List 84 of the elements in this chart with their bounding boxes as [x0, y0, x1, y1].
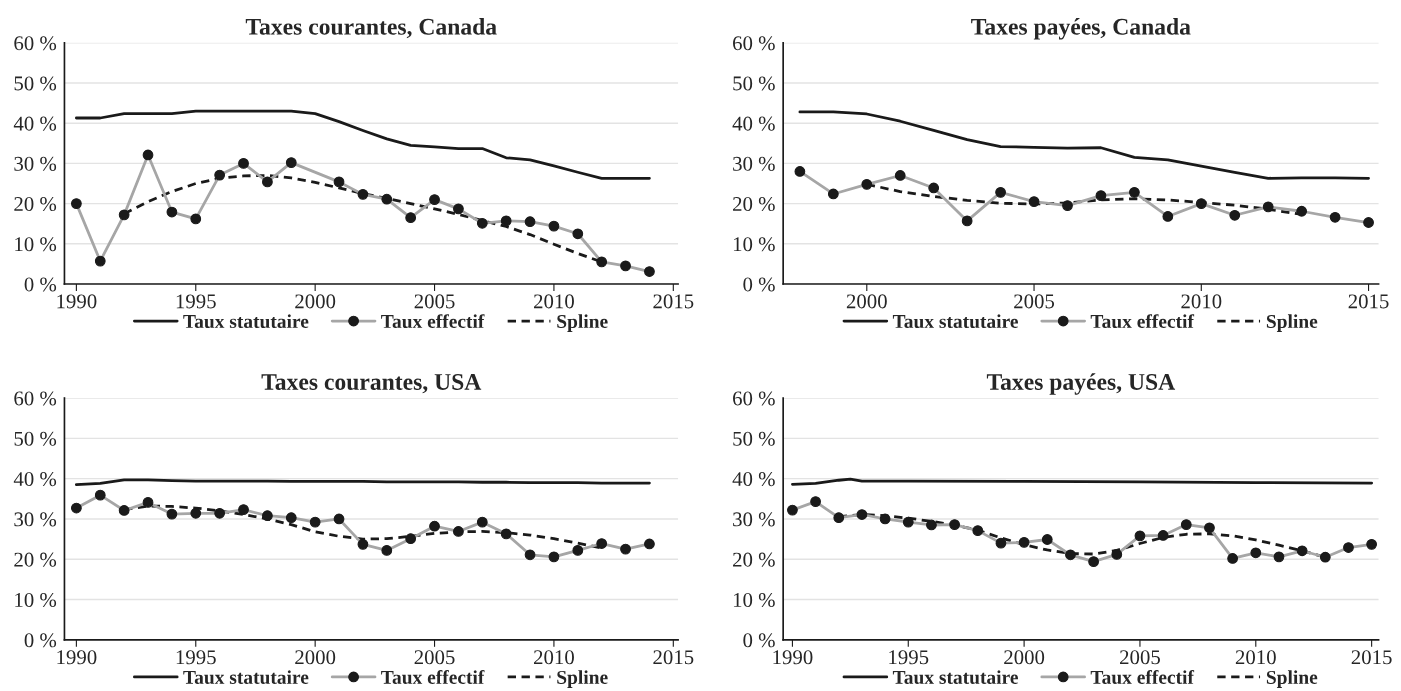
point — [1296, 545, 1308, 557]
y-tick-label: 40 % — [732, 116, 775, 131]
point — [1065, 549, 1076, 561]
y-tick-label: 10 % — [733, 237, 775, 252]
point — [453, 526, 464, 537]
point — [118, 209, 130, 221]
legend-label: Taux effectif — [1090, 314, 1195, 329]
chart-title: Taxes payées, Canada — [971, 18, 1191, 40]
point — [500, 528, 512, 540]
y-tick-label: 20 % — [733, 196, 775, 212]
point — [861, 178, 873, 190]
legend-label: Taux statutaire — [892, 670, 1018, 684]
x-tick-label: 2000 — [846, 294, 887, 309]
x-tick-label: 2005 — [1120, 650, 1160, 665]
x-tick-label: 2005 — [1014, 294, 1055, 309]
chart-title: Taxes courantes, Canada — [245, 18, 497, 39]
point — [381, 193, 393, 205]
x-tick-label: 2010 — [1181, 294, 1222, 309]
y-tick-label: 60 % — [733, 36, 775, 51]
y-tick-label: 60 % — [14, 391, 57, 406]
y-tick-label: 10 % — [15, 237, 57, 252]
x-tick-label: 1995 — [889, 650, 929, 665]
y-tick-label: 50 % — [733, 431, 775, 446]
y-tick-label: 40 % — [13, 116, 57, 131]
point — [1319, 551, 1331, 563]
line-series — [74, 109, 651, 180]
y-tick-label: 0 % — [743, 277, 775, 292]
y-tick-label: 40 % — [13, 472, 57, 487]
x-tick-label: 1990 — [57, 294, 97, 309]
legend-label: Taux effectif — [381, 670, 485, 684]
x-tick-label: 2000 — [1004, 650, 1045, 665]
x-tick-label: 1995 — [176, 650, 216, 665]
point — [856, 509, 868, 520]
y-tick-label: 30 % — [14, 512, 57, 527]
y-tick-label: 50 % — [14, 431, 57, 446]
x-tick-label: 2015 — [1348, 294, 1389, 309]
x-tick-label: 2010 — [534, 294, 574, 309]
y-tick-label: 10 % — [15, 592, 57, 608]
y-tick-label: 60 % — [14, 36, 57, 51]
x-tick-label: 2010 — [1235, 650, 1276, 665]
y-tick-label: 30 % — [733, 512, 775, 527]
x-tick-label: 2000 — [295, 650, 336, 665]
y-tick-label: 0 % — [24, 277, 57, 292]
legend-label: Taux statutaire — [183, 670, 309, 684]
point — [357, 188, 369, 200]
y-tick-label: 30 % — [14, 156, 57, 171]
x-tick-label: 2005 — [414, 294, 455, 309]
x-tick-label: 2005 — [414, 650, 455, 665]
legend-label: Spline — [557, 670, 608, 688]
legend-label: Spline — [1266, 314, 1318, 332]
point — [118, 505, 130, 516]
legend-label: Taux statutaire — [183, 314, 309, 329]
y-tick-label: 20 % — [14, 196, 57, 212]
x-tick-label: 1990 — [57, 650, 97, 665]
y-tick-label: 50 % — [733, 76, 775, 91]
chart-title: Taxes payées, USA — [986, 373, 1176, 395]
x-tick-label: 1995 — [176, 294, 216, 309]
x-tick-label: 2015 — [1351, 650, 1392, 665]
y-tick-label: 60 % — [733, 391, 775, 406]
y-tick-label: 50 % — [14, 76, 57, 91]
point — [972, 525, 984, 537]
x-tick-label: 2000 — [295, 294, 336, 309]
point — [949, 519, 960, 530]
x-tick-label: 2015 — [653, 294, 694, 309]
y-tick-label: 10 % — [733, 592, 775, 608]
legend-label: Taux effectif — [381, 314, 485, 329]
legend-label: Spline — [1266, 670, 1318, 688]
line-series — [798, 110, 1370, 180]
y-tick-label: 0 % — [24, 633, 57, 648]
y-tick-label: 0 % — [743, 633, 775, 648]
legend-label: Taux effectif — [1090, 670, 1195, 684]
point — [1195, 198, 1207, 209]
point — [596, 256, 608, 268]
y-tick-label: 30 % — [733, 156, 775, 171]
point — [833, 512, 845, 524]
y-tick-label: 20 % — [733, 552, 775, 567]
y-tick-label: 40 % — [732, 472, 775, 487]
legend-label: Spline — [557, 314, 608, 332]
x-tick-label: 1990 — [773, 650, 813, 665]
legend-label: Taux statutaire — [892, 314, 1018, 329]
y-tick-label: 20 % — [14, 552, 57, 567]
x-tick-label: 2015 — [653, 650, 694, 665]
x-tick-label: 2010 — [534, 650, 574, 665]
chart-title: Taxes courantes, USA — [261, 374, 482, 394]
